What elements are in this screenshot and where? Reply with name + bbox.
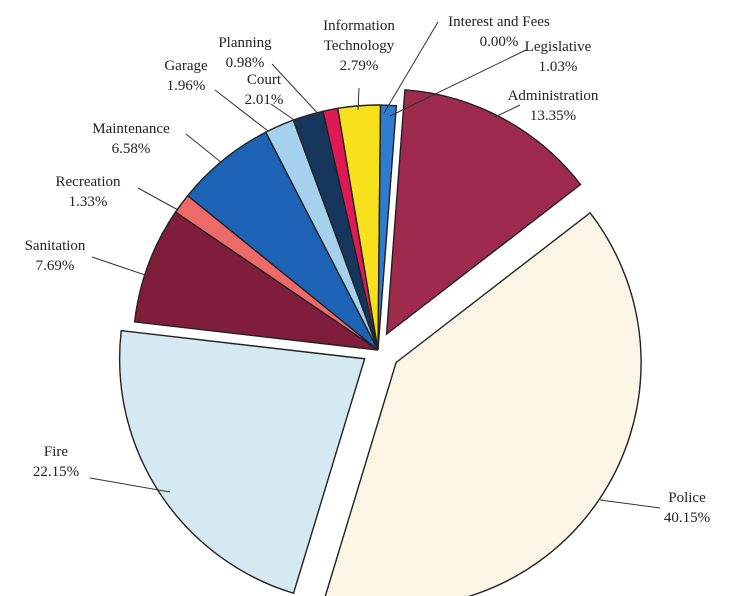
value-label-interest-and-fees: 0.00% (480, 34, 519, 50)
value-label-administration: 13.35% (530, 108, 576, 124)
slice-administration (385, 89, 582, 336)
leader-lines (89, 21, 661, 509)
leader-sanitation (91, 256, 149, 277)
value-label-recreation: 1.33% (69, 194, 108, 210)
leader-recreation (137, 187, 179, 211)
value-label-court: 2.01% (245, 92, 284, 108)
value-label-fire: 22.15% (33, 464, 79, 480)
slice-sanitation (133, 211, 379, 351)
leader-court (270, 103, 301, 125)
slice-fire (118, 329, 366, 595)
name-label-garage: Garage (164, 58, 208, 74)
label-information-technology: Information Technology 2.79% (323, 18, 395, 74)
label-fire: Fire 22.15% (33, 444, 79, 480)
name-label-fire: Fire (44, 444, 69, 460)
label-legislative: Legislative 1.03% (525, 39, 592, 75)
value-label-maintenance: 6.58% (112, 141, 151, 157)
leader-planning (271, 63, 323, 119)
slice-labels: Administration 13.35% Police 40.15% Fire 22.1… (25, 14, 711, 526)
label-maintenance: Maintenance 6.58% (92, 121, 170, 157)
leader-interest-and-fees (383, 21, 439, 114)
value-label-garage: 1.96% (167, 78, 206, 94)
name-label-maintenance: Maintenance (92, 121, 170, 137)
name-label-police: Police (668, 490, 706, 506)
name-label-information-technology: Information (323, 18, 395, 34)
value-label-planning: 0.98% (226, 55, 265, 71)
label-recreation: Recreation 1.33% (56, 174, 121, 210)
label-garage: Garage 1.96% (164, 58, 208, 94)
name-label-sanitation: Sanitation (25, 238, 86, 254)
leader-police (599, 499, 661, 509)
name-label-information-technology: Technology (324, 38, 395, 54)
label-administration: Administration 13.35% (508, 88, 599, 124)
slice-police (324, 211, 642, 596)
value-label-sanitation: 7.69% (36, 258, 75, 274)
leader-fire (89, 477, 171, 493)
value-label-police: 40.15% (664, 510, 710, 526)
leader-information-technology (357, 87, 360, 111)
value-label-information-technology: 2.79% (340, 58, 379, 74)
name-label-legislative: Legislative (525, 39, 592, 55)
name-label-recreation: Recreation (56, 174, 121, 190)
name-label-court: Court (247, 72, 282, 88)
label-police: Police 40.15% (664, 490, 710, 526)
name-label-interest-and-fees: Interest and Fees (448, 14, 550, 30)
name-label-planning: Planning (218, 35, 272, 51)
label-interest-and-fees: Interest and Fees 0.00% (448, 14, 550, 50)
label-sanitation: Sanitation 7.69% (25, 238, 86, 274)
label-planning: Planning 0.98% (218, 35, 272, 71)
leader-garage (214, 89, 269, 132)
leader-administration (494, 104, 521, 118)
pie-slices (118, 89, 642, 596)
name-label-administration: Administration (508, 88, 599, 104)
value-label-legislative: 1.03% (539, 59, 578, 75)
label-court: Court 2.01% (245, 72, 284, 108)
leader-legislative (389, 49, 527, 117)
leader-maintenance (185, 133, 223, 164)
